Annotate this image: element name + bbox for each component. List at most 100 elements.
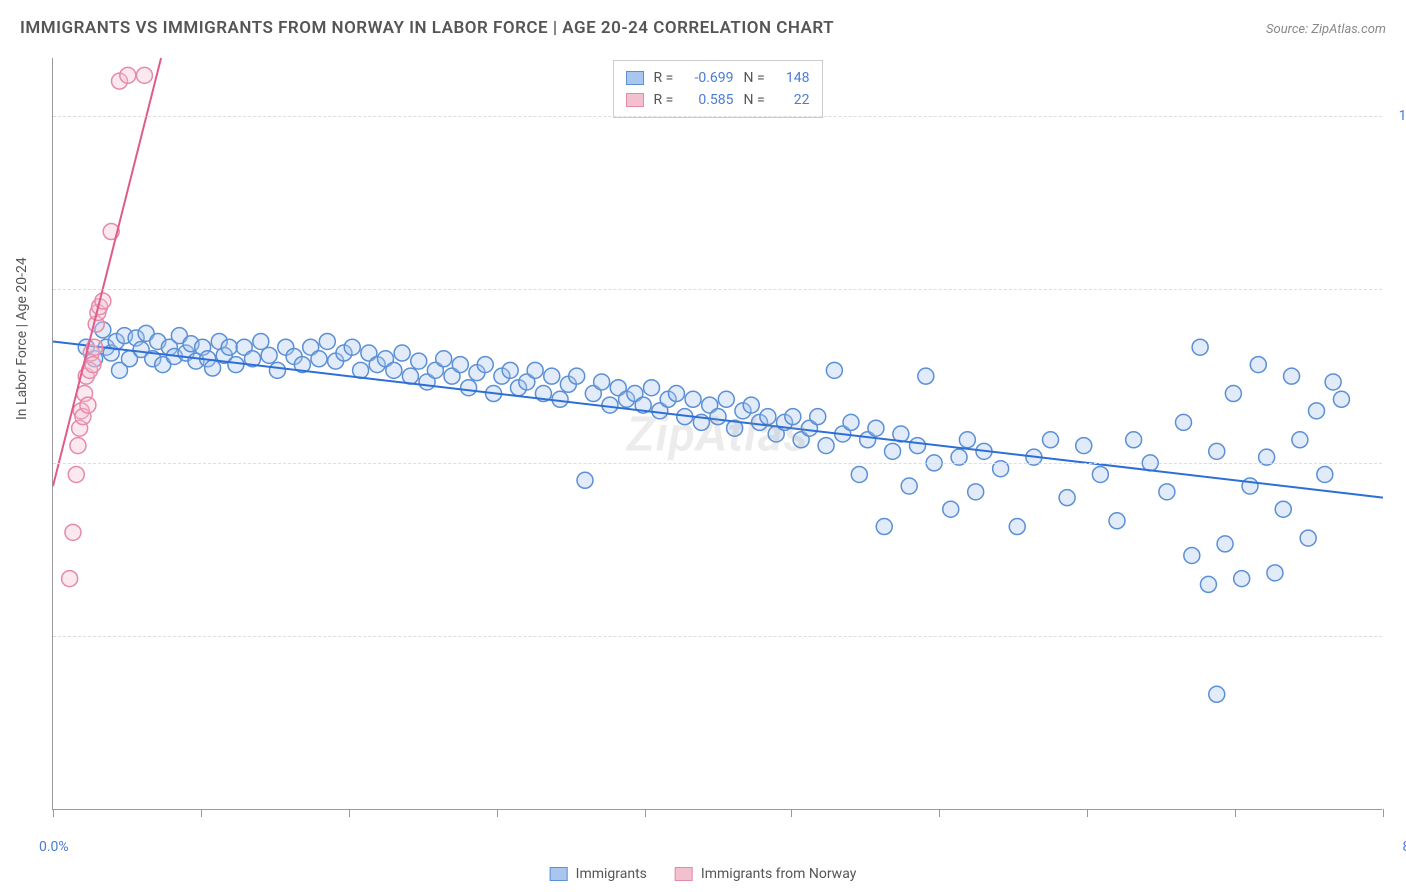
data-point xyxy=(311,351,327,367)
stats-row: R =-0.699N =148 xyxy=(626,67,810,89)
data-point xyxy=(569,368,585,384)
data-point xyxy=(1292,432,1308,448)
data-point xyxy=(1225,386,1241,402)
data-point xyxy=(1267,565,1283,581)
x-axis-min-label: 0.0% xyxy=(39,839,69,855)
legend-label: Immigrants xyxy=(576,866,647,882)
legend-swatch xyxy=(550,867,568,881)
x-tick xyxy=(1383,809,1384,817)
data-point xyxy=(1250,357,1266,373)
data-point xyxy=(743,397,759,413)
gridline xyxy=(53,463,1382,464)
data-point xyxy=(1333,391,1349,407)
series-swatch xyxy=(626,93,644,107)
data-point xyxy=(1009,519,1025,535)
data-point xyxy=(851,466,867,482)
data-point xyxy=(594,374,610,390)
data-point xyxy=(1059,490,1075,506)
data-point xyxy=(1159,484,1175,500)
r-label: R = xyxy=(654,89,676,111)
x-tick xyxy=(939,809,940,817)
data-point xyxy=(868,420,884,436)
data-point xyxy=(943,501,959,517)
trend-line xyxy=(53,58,161,486)
data-point xyxy=(1234,571,1250,587)
n-value: 148 xyxy=(776,67,810,89)
data-point xyxy=(785,409,801,425)
legend-item: Immigrants from Norway xyxy=(675,866,856,882)
data-point xyxy=(436,351,452,367)
data-point xyxy=(1043,432,1059,448)
data-point xyxy=(62,571,78,587)
y-tick-label: 85.0% xyxy=(1389,281,1406,297)
n-label: N = xyxy=(744,67,766,89)
data-point xyxy=(261,347,277,363)
data-point xyxy=(68,466,84,482)
legend-label: Immigrants from Norway xyxy=(701,866,856,882)
data-point xyxy=(1192,339,1208,355)
data-point xyxy=(718,391,734,407)
x-tick xyxy=(791,809,792,817)
data-point xyxy=(477,357,493,373)
n-label: N = xyxy=(744,89,766,111)
data-point xyxy=(843,414,859,430)
data-point xyxy=(394,345,410,361)
data-point xyxy=(1317,466,1333,482)
scatter-plot-svg xyxy=(53,58,1382,809)
data-point xyxy=(402,368,418,384)
y-tick-label: 100.0% xyxy=(1389,108,1406,124)
x-tick xyxy=(201,809,202,817)
x-axis-max-label: 80.0% xyxy=(1402,839,1406,855)
data-point xyxy=(710,409,726,425)
data-point xyxy=(901,478,917,494)
data-point xyxy=(1309,403,1325,419)
source-attribution: Source: ZipAtlas.com xyxy=(1266,22,1386,37)
stats-row: R =0.585N =22 xyxy=(626,89,810,111)
data-point xyxy=(1300,530,1316,546)
data-point xyxy=(221,339,237,355)
x-tick xyxy=(1235,809,1236,817)
data-point xyxy=(918,368,934,384)
legend-item: Immigrants xyxy=(550,866,647,882)
data-point xyxy=(1109,513,1125,529)
data-point xyxy=(411,353,427,369)
data-point xyxy=(1209,443,1225,459)
r-value: 0.585 xyxy=(686,89,734,111)
data-point xyxy=(205,360,221,376)
y-axis-label: In Labor Force | Age 20-24 xyxy=(14,257,30,420)
data-point xyxy=(95,293,111,309)
data-point xyxy=(968,484,984,500)
data-point xyxy=(1126,432,1142,448)
y-tick-label: 55.0% xyxy=(1389,628,1406,644)
data-point xyxy=(1284,368,1300,384)
data-point xyxy=(1200,576,1216,592)
x-tick xyxy=(645,809,646,817)
data-point xyxy=(269,362,285,378)
data-point xyxy=(1275,501,1291,517)
data-point xyxy=(80,397,96,413)
data-point xyxy=(527,362,543,378)
data-point xyxy=(760,409,776,425)
chart-plot-area: ZipAtlas R =-0.699N =148R =0.585N =22 0.… xyxy=(52,58,1382,810)
data-point xyxy=(319,333,335,349)
data-point xyxy=(959,432,975,448)
series-swatch xyxy=(626,71,644,85)
data-point xyxy=(826,362,842,378)
data-point xyxy=(668,386,684,402)
data-point xyxy=(136,67,152,83)
data-point xyxy=(552,391,568,407)
data-point xyxy=(885,443,901,459)
data-point xyxy=(120,67,136,83)
data-point xyxy=(544,368,560,384)
data-point xyxy=(344,339,360,355)
data-point xyxy=(1209,686,1225,702)
data-point xyxy=(602,397,618,413)
data-point xyxy=(1217,536,1233,552)
legend-swatch xyxy=(675,867,693,881)
x-tick xyxy=(1087,809,1088,817)
x-tick xyxy=(497,809,498,817)
data-point xyxy=(70,438,86,454)
data-point xyxy=(1184,547,1200,563)
data-point xyxy=(644,380,660,396)
gridline xyxy=(53,289,1382,290)
